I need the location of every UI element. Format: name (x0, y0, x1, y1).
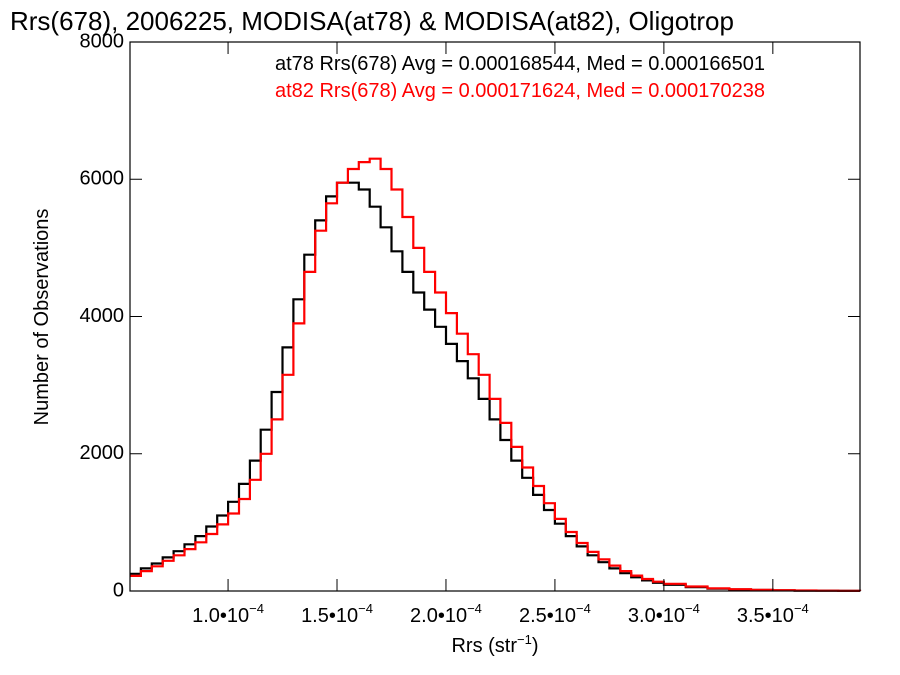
y-tick-label: 4000 (80, 305, 125, 327)
y-axis-label: Number of Observations (31, 209, 53, 426)
series-line-at82 (130, 157, 862, 592)
x-tick-label: 1.0•10−4 (192, 601, 264, 627)
chart-title: Rrs(678), 2006225, MODISA(at78) & MODISA… (10, 6, 734, 36)
x-axis: 1.0•10−4 1.5•10−4 2.0•10−4 2.5•10−4 3.0•10−4… (192, 42, 809, 627)
legend-entry-at78: at78 Rrs(678) Avg = 0.000168544, Med = 0… (275, 53, 765, 75)
x-axis-label: Rrs (str−1) (451, 632, 538, 657)
y-axis: 0 2000 4000 6000 8000 (80, 30, 860, 601)
x-tick-label: 2.5•10−4 (519, 601, 591, 627)
y-tick-label: 6000 (80, 168, 125, 190)
series-line-at78 (130, 181, 862, 592)
x-tick-label: 2.0•10−4 (410, 601, 482, 627)
plot-area (130, 157, 862, 592)
x-tick-label: 1.5•10−4 (301, 601, 373, 627)
legend-entry-at82: at82 Rrs(678) Avg = 0.000171624, Med = 0… (275, 80, 765, 102)
x-tick-label: 3.5•10−4 (737, 601, 809, 627)
y-tick-label: 8000 (80, 30, 125, 52)
y-tick-label: 2000 (80, 442, 125, 464)
x-tick-label: 3.0•10−4 (628, 601, 700, 627)
y-tick-label: 0 (113, 579, 124, 601)
